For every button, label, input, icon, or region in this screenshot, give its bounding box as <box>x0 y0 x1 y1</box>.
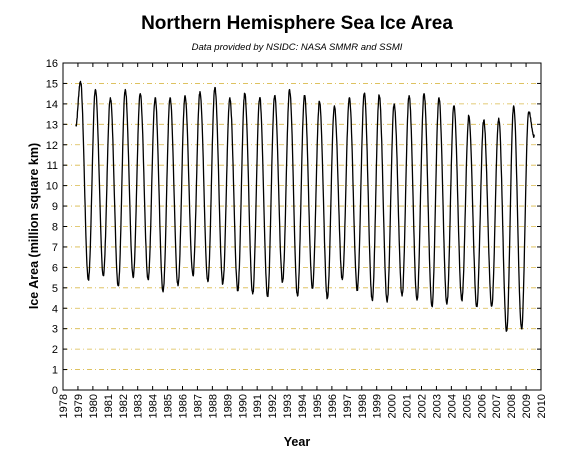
y-tick-label: 9 <box>52 201 58 213</box>
y-tick-label: 5 <box>52 283 58 295</box>
x-tick-label: 2009 <box>521 394 533 418</box>
x-tick-label: 1978 <box>58 394 70 418</box>
x-tick-label: 1999 <box>372 394 384 418</box>
y-tick-label: 8 <box>52 222 58 234</box>
x-tick-label: 1993 <box>282 394 294 418</box>
y-tick-label: 14 <box>46 99 58 111</box>
y-axis-label: Ice Area (million square km) <box>27 143 41 309</box>
x-tick-label: 1987 <box>192 394 204 418</box>
x-tick-label: 1985 <box>163 394 175 418</box>
x-tick-label: 1995 <box>312 394 324 418</box>
series-layer <box>75 80 535 332</box>
chart-title: Northern Hemisphere Sea Ice Area <box>141 13 453 34</box>
y-tick-label: 2 <box>52 344 58 356</box>
x-axis: 1978 1979 1980 1981 1982 1983 1984 1985 1986 1987… <box>58 63 548 418</box>
x-tick-label: 1994 <box>297 394 309 418</box>
x-tick-label: 2008 <box>506 394 518 418</box>
x-tick-label: 1983 <box>133 394 145 418</box>
x-axis-label: Year <box>284 435 311 449</box>
y-tick-label: 0 <box>52 385 58 397</box>
y-tick-label: 12 <box>46 140 58 152</box>
plot-frame <box>62 62 542 391</box>
x-tick-label: 1981 <box>103 394 115 418</box>
x-tick-label: 2001 <box>402 394 414 418</box>
y-tick-label: 13 <box>46 119 58 131</box>
x-tick-label: 1992 <box>267 394 279 418</box>
y-tick-label: 16 <box>46 58 58 70</box>
x-tick-label: 1991 <box>252 394 264 418</box>
x-tick-label: 2007 <box>491 394 503 418</box>
x-tick-label: 2010 <box>536 394 548 418</box>
x-tick-label: 2003 <box>431 394 443 418</box>
x-tick-label: 1998 <box>357 394 369 418</box>
x-tick-label: 1988 <box>207 394 219 418</box>
y-tick-label: 7 <box>52 242 58 254</box>
y-tick-label: 11 <box>47 160 58 172</box>
grid <box>63 83 541 370</box>
y-tick-label: 15 <box>46 78 58 90</box>
series-line <box>75 80 535 332</box>
x-tick-label: 1989 <box>222 394 234 418</box>
y-tick-label: 4 <box>52 303 58 315</box>
x-tick-label: 2004 <box>446 394 458 418</box>
x-tick-label: 2002 <box>417 394 429 418</box>
y-tick-label: 1 <box>52 365 58 377</box>
x-tick-label: 1990 <box>237 394 249 418</box>
x-tick-label: 2000 <box>387 394 399 418</box>
x-tick-label: 1979 <box>73 394 85 418</box>
x-tick-label: 2005 <box>461 394 473 418</box>
x-tick-label: 1984 <box>148 394 160 418</box>
x-tick-label: 1996 <box>327 394 339 418</box>
y-tick-label: 10 <box>46 181 58 193</box>
x-tick-label: 1982 <box>118 394 130 418</box>
x-tick-label: 2006 <box>476 394 488 418</box>
x-tick-label: 1986 <box>178 394 190 418</box>
y-tick-label: 6 <box>52 262 58 274</box>
x-tick-label: 1980 <box>88 394 100 418</box>
x-tick-label: 1997 <box>342 394 354 418</box>
y-tick-label: 3 <box>52 324 58 336</box>
chart-subtitle: Data provided by NSIDC: NASA SMMR and SS… <box>192 42 403 53</box>
